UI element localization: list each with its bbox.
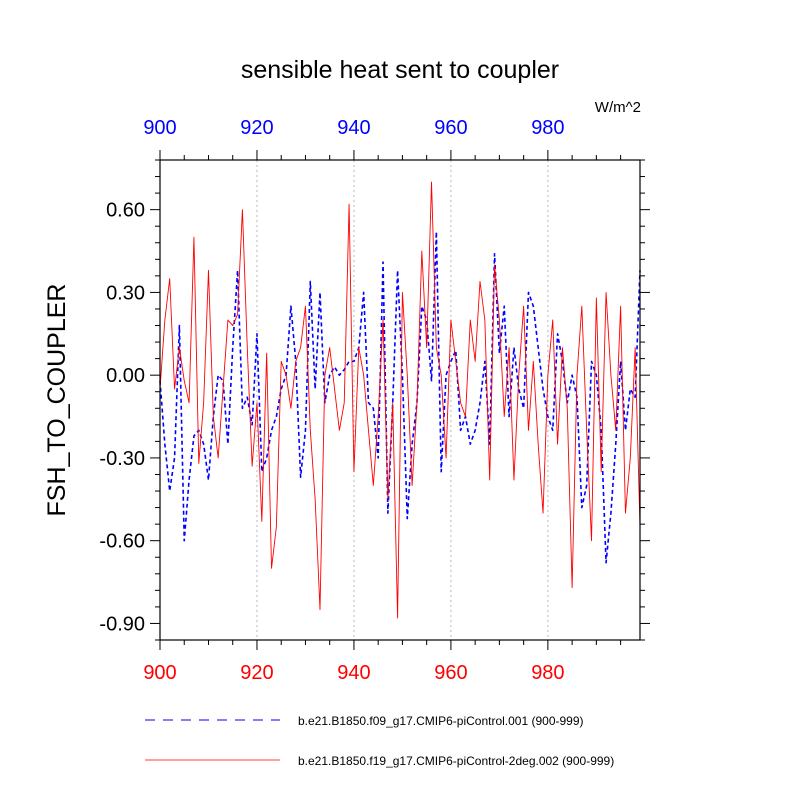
series-line-2 [159,181,641,619]
x-tick-label-top: 900 [143,117,176,139]
y-tick-label: 0.00 [106,365,145,387]
x-tick-label-bottom: 900 [143,662,176,684]
y-axis-label: FSH_TO_COUPLER [43,284,71,517]
chart-title: sensible heat sent to coupler [241,56,559,84]
x-tick-label-bottom: 920 [240,662,273,684]
plot-frame [159,159,641,641]
y-tick-label: 0.60 [106,200,145,222]
axis-layer: 900 900 920 920 940 940 960 960 980 980 0.60 0.30 0.… [99,117,650,684]
y-tick-label: -0.90 [99,613,145,635]
grid-layer [256,160,549,640]
x-tick-label-top: 960 [434,117,467,139]
legend-layer: b.e21.B1850.f09_g17.CMIP6-piControl.001 … [145,714,614,768]
legend-label-2: b.e21.B1850.f19_g17.CMIP6-piControl-2deg… [298,754,614,768]
y-tick-label: 0.30 [106,282,145,304]
y-tick-label: -0.60 [99,531,145,553]
x-tick-label-top: 980 [531,117,564,139]
x-tick-label-bottom: 940 [337,662,370,684]
x-tick-label-top: 940 [337,117,370,139]
series-layer [159,181,641,619]
series-line-1 [159,230,641,564]
x-tick-label-bottom: 960 [434,662,467,684]
units-label: W/m^2 [595,99,641,116]
y-tick-label: -0.30 [99,448,145,470]
legend-label-1: b.e21.B1850.f09_g17.CMIP6-piControl.001 … [298,714,584,728]
x-tick-label-top: 920 [240,117,273,139]
x-tick-label-bottom: 980 [531,662,564,684]
